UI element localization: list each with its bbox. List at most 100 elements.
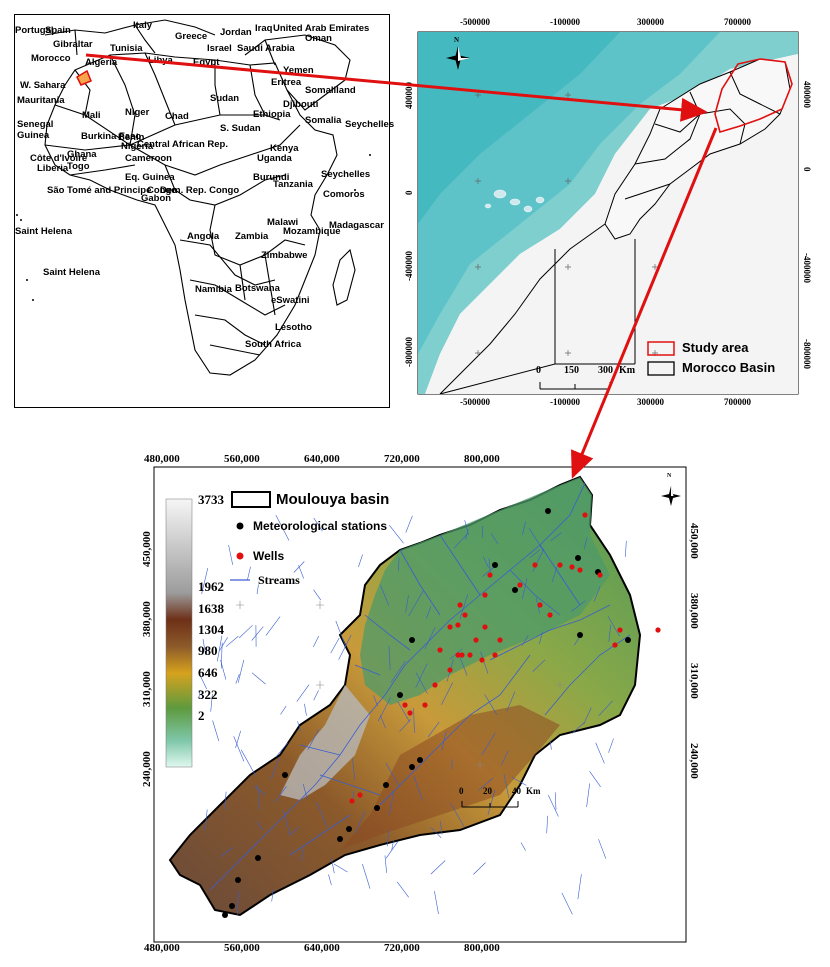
country-label: Senegal	[17, 119, 54, 130]
stream-line	[199, 675, 207, 690]
country-label: S. Sudan	[220, 123, 261, 134]
country-label: Guinea	[17, 130, 50, 141]
stream-line	[296, 684, 310, 702]
stream-line	[595, 742, 605, 764]
stream-line	[247, 566, 251, 580]
stream-line	[354, 664, 381, 676]
country-label: Spain	[45, 25, 71, 36]
left-tick-label: -800000	[404, 337, 414, 367]
stream-line	[625, 540, 627, 557]
country-label: Algeria	[85, 57, 118, 68]
stream-line	[522, 521, 526, 535]
legend-streams-label: Streams	[258, 573, 300, 587]
country-label: Congo	[147, 185, 178, 196]
stream-line	[532, 659, 546, 672]
stream-line	[552, 566, 558, 582]
country-label: Oman	[305, 33, 332, 44]
stream-line	[388, 790, 395, 816]
stream-line	[593, 586, 601, 602]
country-label: Libya	[148, 55, 173, 66]
stream-line	[377, 697, 391, 722]
stream-line	[265, 616, 281, 636]
well-marker	[655, 627, 661, 633]
right-tick-label: 240,000	[688, 743, 700, 779]
stream-line	[487, 789, 496, 816]
stream-line	[532, 548, 545, 573]
stream-line	[204, 809, 208, 831]
stream-line	[583, 707, 592, 725]
top-tick-label: -100000	[550, 17, 580, 27]
bottom-tick-label: 480,000	[144, 942, 180, 954]
stream-line	[384, 855, 387, 873]
station-marker	[625, 637, 631, 643]
country-label: Central African Rep.	[137, 139, 228, 150]
stream-line	[237, 659, 245, 683]
country-label: Eq. Guinea	[125, 172, 175, 183]
stream-line	[521, 635, 529, 646]
legend-met-stations-label: Meteorological stations	[253, 519, 388, 533]
stream-line	[430, 827, 442, 839]
stream-line	[212, 720, 220, 742]
stream-line	[439, 534, 481, 596]
stream-line	[233, 736, 245, 762]
station-marker	[337, 836, 343, 842]
stream-line	[489, 604, 611, 661]
elevation-label: 646	[198, 665, 218, 680]
stream-line	[335, 620, 346, 647]
station-marker	[229, 903, 235, 909]
stream-line	[198, 689, 201, 699]
stream-line	[385, 763, 401, 788]
stream-line	[257, 784, 261, 811]
scale-label-300: 300	[598, 365, 613, 376]
left-tick-label: 400000	[404, 82, 414, 109]
scale-label-40: 40	[512, 786, 521, 796]
station-marker	[374, 805, 380, 811]
stream-line	[481, 732, 496, 756]
stream-line	[434, 890, 439, 914]
stream-line	[464, 520, 469, 535]
moulouya-map-frame	[153, 466, 687, 943]
stream-line	[427, 721, 440, 738]
station-marker	[409, 637, 415, 643]
country-label: Niger	[125, 107, 150, 118]
left-tick-label: 310,000	[141, 671, 153, 707]
stream-line	[275, 514, 290, 541]
country-label: Ghana	[67, 149, 97, 160]
legend-morocco-basin-label: Morocco Basin	[682, 360, 776, 375]
station-marker	[255, 855, 261, 861]
country-label: Egypt	[193, 57, 220, 68]
stream-line	[373, 695, 378, 707]
left-tick-label: 380,000	[141, 601, 153, 637]
stream-line	[386, 830, 389, 847]
legend-basin-title: Moulouya basin	[276, 491, 390, 508]
elevation-label: 1304	[198, 622, 224, 637]
stream-line	[331, 858, 335, 874]
well-marker	[532, 562, 538, 568]
stream-line	[302, 783, 308, 800]
left-tick-label: 450,000	[141, 531, 153, 567]
country-label: Dem. Rep. Congo	[160, 185, 240, 196]
country-label: Togo	[67, 161, 90, 172]
morocco-map-frame	[417, 31, 799, 395]
country-label: Benin	[118, 132, 145, 143]
right-tick-label: 310,000	[688, 663, 700, 699]
stream-line	[274, 786, 287, 803]
stream-line	[397, 701, 410, 722]
stream-line	[270, 757, 280, 780]
station-marker	[545, 508, 551, 514]
bottom-tick-label: 560,000	[224, 942, 260, 954]
country-label: Burkina Faso	[81, 131, 142, 142]
stream-line	[330, 637, 340, 654]
stream-line	[235, 673, 240, 684]
stream-line	[380, 584, 390, 606]
stream-line	[583, 536, 588, 549]
north-arrow-label: N	[454, 36, 460, 44]
stream-line	[238, 625, 253, 639]
stream-line	[529, 528, 544, 551]
legend-wells-label: Wells	[253, 549, 285, 563]
country-label: Gibraltar	[53, 39, 93, 50]
stream-line	[539, 631, 543, 645]
country-label: Uganda	[257, 153, 292, 164]
country-label: Ethiopia	[253, 109, 291, 120]
country-label: Comoros	[323, 189, 365, 200]
